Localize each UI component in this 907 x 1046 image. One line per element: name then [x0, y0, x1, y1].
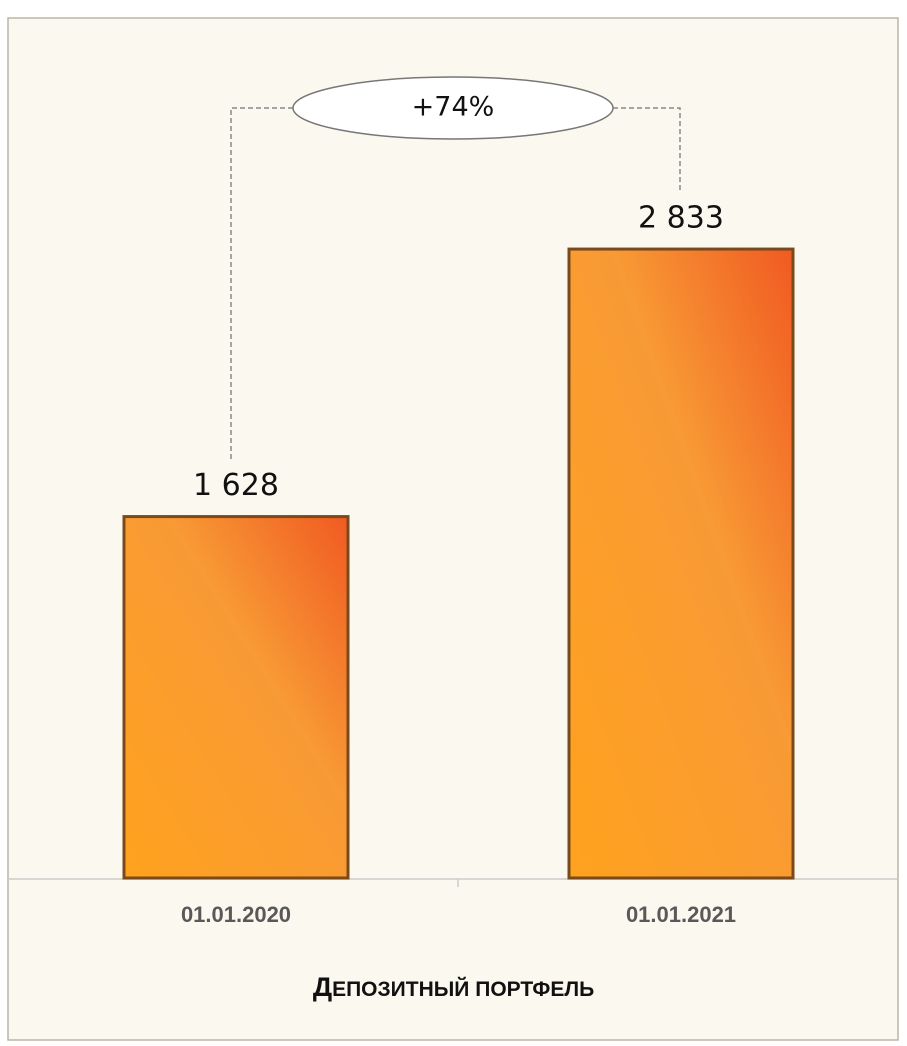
bar: [122, 515, 350, 880]
bar: [567, 247, 795, 880]
value-label: 1 628: [193, 468, 279, 503]
x-tick-label: 01.01.2020: [181, 902, 291, 927]
annotation-bubble: [292, 76, 614, 140]
annotation: +74%: [412, 92, 495, 123]
connector: [230, 107, 681, 460]
x-tick-label: 01.01.2021: [626, 902, 736, 927]
chart-title: ДЕПОЗИТНЫЙ ПОРТФЕЛЬ: [312, 972, 595, 1002]
value-label: 2 833: [638, 201, 724, 236]
